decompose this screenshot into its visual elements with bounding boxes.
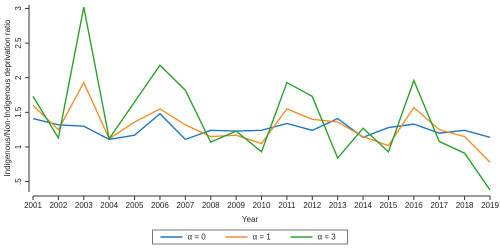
y-tick-label: 2 [14,75,23,80]
legend-label: α = 1 [253,233,272,242]
series-line [32,6,491,191]
x-tick-label: 2001 [24,201,42,210]
y-axis-label: Indigenous/Non-Indigenous deprivation ra… [3,19,12,177]
x-tick-label: 2005 [126,201,144,210]
x-tick-label: 2015 [380,201,398,210]
legend-box [152,229,348,245]
x-tick-label: 2002 [49,201,67,210]
x-tick-label: 2014 [354,201,372,210]
x-tick-label: 2017 [430,201,448,210]
x-tick-label: 2008 [202,201,220,210]
x-tick-label: 2013 [329,201,347,210]
x-tick-label: 2012 [303,201,321,210]
y-tick-label: 3 [14,6,23,11]
x-tick-label: 2016 [405,201,423,210]
series-line [32,112,491,141]
y-tick-label: 1.5 [14,106,23,118]
y-tick-label: 2.5 [14,37,23,49]
x-tick-label: 2006 [151,201,169,210]
x-tick-label: 2011 [278,201,296,210]
x-tick-label: 2007 [176,201,194,210]
y-tick-label: 1 [14,144,23,149]
x-axis-label: Year [242,215,259,224]
x-tick-label: 2019 [481,201,499,210]
x-tick-label: 2003 [75,201,93,210]
x-tick-label: 2018 [456,201,474,210]
y-tick-label: .5 [14,178,23,185]
x-tick-label: 2004 [100,201,118,210]
legend-label: α = 0 [188,233,207,242]
legend-label: α = 3 [318,233,337,242]
x-tick-label: 2009 [227,201,245,210]
x-tick-label: 2010 [253,201,271,210]
